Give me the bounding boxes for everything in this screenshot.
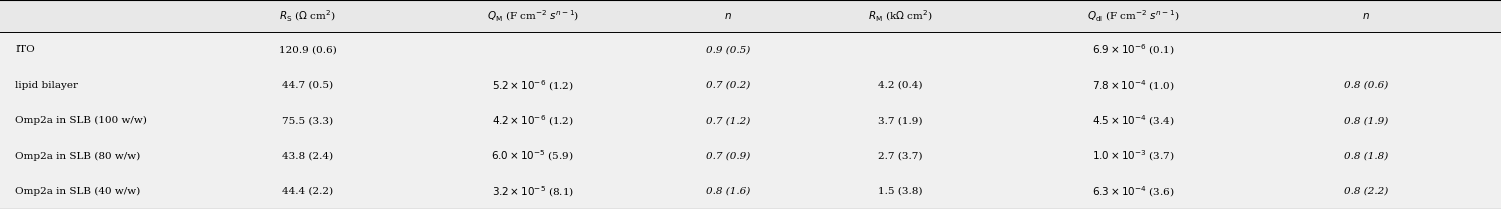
- Text: 2.7 (3.7): 2.7 (3.7): [878, 152, 923, 161]
- Text: lipid bilayer: lipid bilayer: [15, 81, 78, 90]
- Text: ITO: ITO: [15, 45, 35, 54]
- Text: $7.8 \times 10^{-4}$ (1.0): $7.8 \times 10^{-4}$ (1.0): [1093, 78, 1174, 93]
- Text: $4.5 \times 10^{-4}$ (3.4): $4.5 \times 10^{-4}$ (3.4): [1091, 113, 1175, 128]
- Text: 43.8 (2.4): 43.8 (2.4): [282, 152, 333, 161]
- Text: $n$: $n$: [723, 11, 732, 21]
- Text: 0.9 (0.5): 0.9 (0.5): [705, 45, 750, 54]
- Text: Omp2a in SLB (80 w/w): Omp2a in SLB (80 w/w): [15, 151, 140, 161]
- Text: 0.8 (2.2): 0.8 (2.2): [1343, 187, 1388, 196]
- Text: 0.7 (1.2): 0.7 (1.2): [705, 116, 750, 125]
- Text: 44.7 (0.5): 44.7 (0.5): [282, 81, 333, 90]
- Text: 75.5 (3.3): 75.5 (3.3): [282, 116, 333, 125]
- Text: 120.9 (0.6): 120.9 (0.6): [279, 45, 336, 54]
- Text: $6.0 \times 10^{-5}$ (5.9): $6.0 \times 10^{-5}$ (5.9): [491, 149, 575, 163]
- Text: 3.7 (1.9): 3.7 (1.9): [878, 116, 923, 125]
- Text: $3.2 \times 10^{-5}$ (8.1): $3.2 \times 10^{-5}$ (8.1): [492, 184, 573, 199]
- Text: $Q_\mathrm{M}$ (F cm$^{-2}$ $s^{n-1}$): $Q_\mathrm{M}$ (F cm$^{-2}$ $s^{n-1}$): [486, 8, 579, 24]
- Text: $6.3 \times 10^{-4}$ (3.6): $6.3 \times 10^{-4}$ (3.6): [1091, 184, 1175, 199]
- Text: $Q_\mathrm{dl}$ (F cm$^{-2}$ $s^{n-1}$): $Q_\mathrm{dl}$ (F cm$^{-2}$ $s^{n-1}$): [1087, 8, 1180, 24]
- Text: 0.7 (0.2): 0.7 (0.2): [705, 81, 750, 90]
- Text: 1.5 (3.8): 1.5 (3.8): [878, 187, 923, 196]
- Text: $1.0 \times 10^{-3}$ (3.7): $1.0 \times 10^{-3}$ (3.7): [1091, 149, 1175, 163]
- Text: Omp2a in SLB (40 w/w): Omp2a in SLB (40 w/w): [15, 187, 140, 196]
- Text: 0.8 (1.9): 0.8 (1.9): [1343, 116, 1388, 125]
- Text: 0.8 (1.8): 0.8 (1.8): [1343, 152, 1388, 161]
- Text: Omp2a in SLB (100 w/w): Omp2a in SLB (100 w/w): [15, 116, 147, 125]
- Text: $R_\mathrm{M}$ (k$\Omega$ cm$^2$): $R_\mathrm{M}$ (k$\Omega$ cm$^2$): [868, 8, 934, 24]
- Text: $R_\mathrm{S}$ ($\Omega$ cm$^2$): $R_\mathrm{S}$ ($\Omega$ cm$^2$): [279, 8, 336, 24]
- Bar: [0, 0, 1501, 32]
- Text: 4.2 (0.4): 4.2 (0.4): [878, 81, 923, 90]
- Text: 0.8 (0.6): 0.8 (0.6): [1343, 81, 1388, 90]
- Text: $n$: $n$: [1361, 11, 1370, 21]
- Text: 44.4 (2.2): 44.4 (2.2): [282, 187, 333, 196]
- Text: $6.9 \times 10^{-6}$ (0.1): $6.9 \times 10^{-6}$ (0.1): [1091, 42, 1175, 57]
- Text: 0.7 (0.9): 0.7 (0.9): [705, 152, 750, 161]
- Text: $4.2 \times 10^{-6}$ (1.2): $4.2 \times 10^{-6}$ (1.2): [492, 113, 573, 128]
- Text: $5.2 \times 10^{-6}$ (1.2): $5.2 \times 10^{-6}$ (1.2): [492, 78, 573, 93]
- Text: 0.8 (1.6): 0.8 (1.6): [705, 187, 750, 196]
